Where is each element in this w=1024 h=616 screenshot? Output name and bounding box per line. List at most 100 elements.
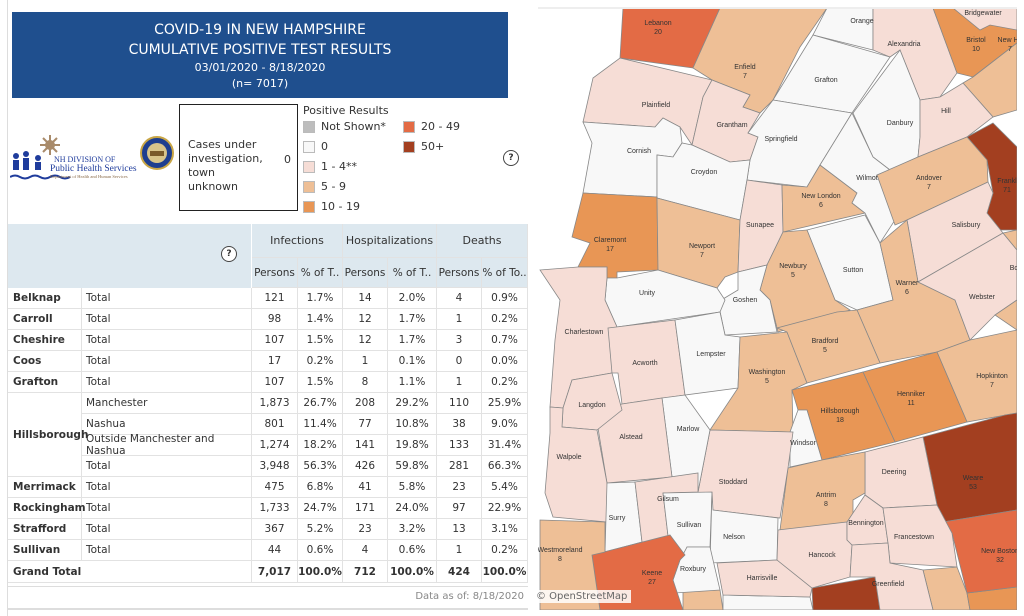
town-shape[interactable] [722, 594, 814, 610]
table-cell: 1 [437, 372, 482, 393]
table-subheader[interactable]: % of T.. [388, 258, 437, 288]
town-label: Grafton [814, 77, 837, 84]
table-cell: 23 [343, 519, 388, 540]
town-label: Antrim 8 [816, 492, 836, 508]
table-cell: 0.7% [482, 330, 528, 351]
town-case-count: 27 [648, 579, 656, 586]
town-case-count: 11 [907, 400, 914, 407]
town-label: Acworth [632, 360, 657, 367]
town-label: Harrisville [747, 575, 778, 582]
table-cell: 1,873 [252, 393, 298, 414]
title-line2: CUMULATIVE POSITIVE TEST RESULTS [128, 42, 392, 58]
title-count: (n= 7017) [231, 77, 289, 90]
data-as-of: Data as of: 8/18/2020 [8, 586, 528, 610]
table-cell: 0.6% [298, 540, 343, 561]
row-sub-label: Total [82, 477, 252, 498]
legend-item[interactable]: 5 - 9 [303, 180, 346, 193]
table-subheader[interactable]: % of T.. [298, 258, 343, 288]
town-goshen[interactable] [717, 264, 778, 336]
legend-label: 10 - 19 [321, 200, 360, 213]
town-label: Croydon [691, 169, 718, 176]
town-andover[interactable] [876, 136, 989, 226]
legend-item[interactable]: 1 - 4** [303, 160, 357, 173]
table-subheader[interactable]: Persons [252, 258, 298, 288]
county-name: Grafton [8, 372, 82, 393]
table-cell: 14 [343, 288, 388, 309]
map-attribution[interactable]: © OpenStreetMap [532, 590, 632, 603]
legend-item[interactable]: Not Shown* [303, 120, 386, 133]
table-subheader[interactable]: Persons [343, 258, 388, 288]
legend-swatch [303, 200, 315, 213]
table-cell: 13 [437, 519, 482, 540]
town-new-ha[interactable] [962, 42, 1017, 118]
table-cell: 0 [437, 351, 482, 372]
cases-unknown-value: 0 [284, 153, 291, 166]
legend-item[interactable]: 20 - 49 [403, 120, 460, 133]
town-shape[interactable] [682, 589, 724, 610]
table-subheader[interactable]: % of To.. [482, 258, 528, 288]
town-label: Orange [850, 18, 873, 25]
town-case-count: 7 [700, 252, 704, 259]
town-shape[interactable] [811, 576, 881, 610]
table-cell: 12 [343, 309, 388, 330]
legend-item[interactable]: 0 [303, 140, 328, 153]
town-label: Francestown [894, 534, 934, 541]
legend-item[interactable]: 50+ [403, 140, 444, 153]
county-name: Strafford [8, 519, 82, 540]
table-cell: 6.8% [298, 477, 343, 498]
town-label: New Boston 32 [981, 548, 1019, 564]
legend-item[interactable]: 10 - 19 [303, 200, 360, 213]
town-label: Frankl 71 [997, 178, 1017, 194]
town-label: Webster [969, 294, 996, 301]
svg-text:Public Health Services: Public Health Services [50, 164, 137, 174]
table-cell: 141 [343, 435, 388, 456]
table-cell: 4 [437, 288, 482, 309]
town-label: Danbury [887, 120, 914, 127]
legend-title: Positive Results [303, 104, 389, 117]
legend-swatch [403, 120, 415, 133]
town-case-count: 20 [654, 29, 662, 36]
town-bradford[interactable] [775, 309, 881, 384]
table-help-icon[interactable]: ? [221, 246, 237, 262]
table-cell: 0.1% [388, 351, 437, 372]
table-cell: 0.2% [482, 309, 528, 330]
town-case-count: 5 [823, 347, 827, 354]
table-cell: 208 [343, 393, 388, 414]
legend-help-icon[interactable]: ? [503, 150, 519, 166]
town-case-count: 10 [972, 46, 980, 53]
town-bridgewater[interactable] [953, 8, 1017, 31]
table-cell: 1.1% [388, 372, 437, 393]
town-case-count: 7 [990, 382, 994, 389]
town-label: Cornish [627, 148, 651, 155]
row-sub-label: Total [82, 519, 252, 540]
town-hill[interactable] [917, 82, 994, 158]
table-subheader[interactable]: Persons [437, 258, 482, 288]
table-cell: 5.4% [482, 477, 528, 498]
town-westmoreland[interactable] [539, 519, 606, 610]
town-label: Newport 7 [689, 243, 715, 259]
town-label: Weare 53 [963, 475, 984, 491]
table-cell: 5.2% [298, 519, 343, 540]
town-greenfield[interactable] [849, 542, 934, 610]
town-label: Sullivan [677, 522, 702, 529]
table-cell: 1.7% [388, 330, 437, 351]
panel-border [7, 0, 8, 616]
town-claremont[interactable] [571, 192, 659, 279]
row-sub-label: Total [82, 540, 252, 561]
town-label: Wilmot [856, 175, 877, 182]
county-name: Cheshire [8, 330, 82, 351]
county-name: Belknap [8, 288, 82, 309]
town-label: Henniker 11 [897, 391, 926, 407]
table-cell: 41 [343, 477, 388, 498]
table-cell: 59.8% [388, 456, 437, 477]
table-cell: 3 [437, 330, 482, 351]
table-cell: 97 [437, 498, 482, 519]
town-label: Sunapee [746, 222, 774, 229]
town-bo[interactable] [994, 229, 1017, 331]
town-case-count: 7 [927, 184, 931, 191]
legend-label: Not Shown* [321, 120, 386, 133]
row-sub-label: Total [82, 372, 252, 393]
grand-total-cell: 7,017 [252, 561, 298, 583]
table-cell: 1.5% [298, 372, 343, 393]
